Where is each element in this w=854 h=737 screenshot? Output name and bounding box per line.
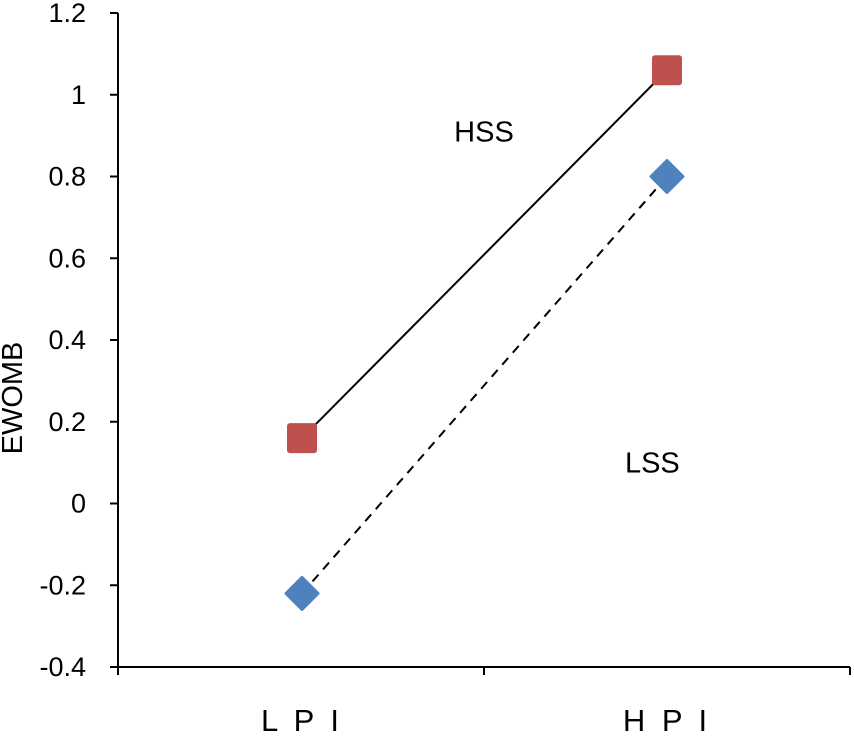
y-tick-label: 0 xyxy=(71,489,86,519)
y-tick-label: 0.4 xyxy=(48,325,86,355)
annotation-lss: LSS xyxy=(625,448,680,480)
x-tick-label: L P I xyxy=(261,703,343,737)
data-point-lss-lpi xyxy=(284,575,320,611)
y-tick-label: 0.6 xyxy=(48,243,86,273)
data-point-hss-hpi xyxy=(652,55,682,86)
y-tick-label: 1 xyxy=(71,80,86,110)
y-tick-label: -0.2 xyxy=(39,570,86,600)
data-point-hss-lpi xyxy=(287,423,317,454)
y-axis-title: EWOMB xyxy=(0,342,29,455)
x-tick-label: H P I xyxy=(623,703,711,737)
y-tick-label: -0.4 xyxy=(39,652,86,682)
data-point-lss-hpi xyxy=(649,159,685,194)
y-tick-label: 0.8 xyxy=(48,162,86,192)
series-line-lss xyxy=(301,175,668,595)
y-tick-label: 0.2 xyxy=(48,407,86,437)
y-tick-label: 1.2 xyxy=(48,0,86,28)
annotation-hss: HSS xyxy=(454,117,514,149)
series-line-hss xyxy=(301,69,668,439)
